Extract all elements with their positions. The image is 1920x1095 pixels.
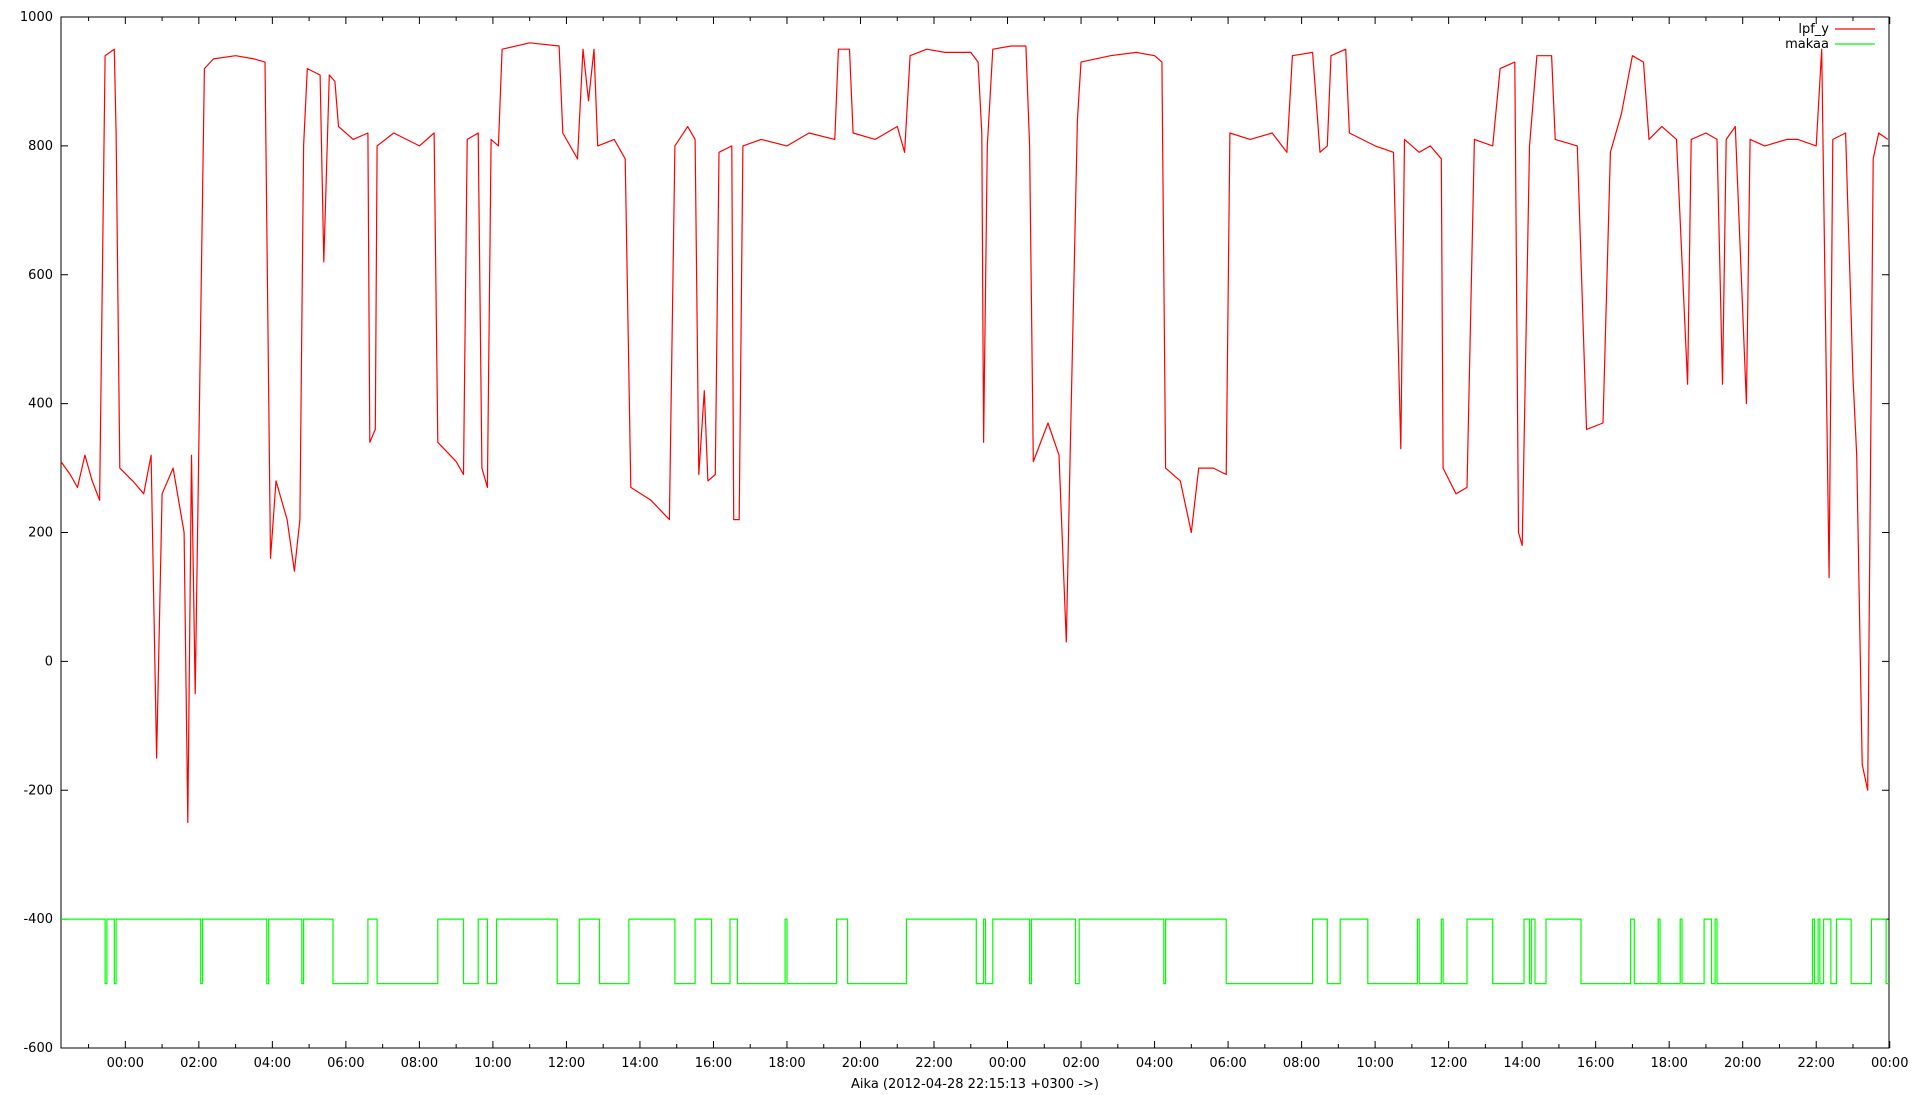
- x-tick-label: 18:00: [768, 1056, 805, 1071]
- x-tick-label: 20:00: [842, 1056, 879, 1071]
- y-tick-label: 400: [28, 397, 53, 412]
- x-tick-label: 02:00: [1062, 1056, 1099, 1071]
- x-tick-label: 02:00: [180, 1056, 217, 1071]
- legend-label: lpf_y: [1798, 22, 1829, 37]
- y-tick-label: 0: [45, 654, 53, 669]
- y-tick-label: 200: [28, 526, 53, 541]
- x-tick-label: 16:00: [695, 1056, 732, 1071]
- x-tick-label: 00:00: [107, 1056, 144, 1071]
- series-line-lpf-y: [60, 42, 1889, 824]
- x-tick-label: 10:00: [1356, 1056, 1393, 1071]
- x-tick-label: 10:00: [474, 1056, 511, 1071]
- x-tick-label: 18:00: [1650, 1056, 1687, 1071]
- legend-label: makaa: [1785, 37, 1829, 52]
- x-tick-label: 22:00: [1797, 1056, 1834, 1071]
- x-tick-label: 12:00: [1430, 1056, 1467, 1071]
- x-tick-label: 06:00: [327, 1056, 364, 1071]
- y-tick-label: -200: [23, 783, 53, 798]
- x-axis-title: Aika (2012-04-28 22:15:13 +0300 ->): [851, 1077, 1099, 1092]
- x-tick-label: 04:00: [1136, 1056, 1173, 1071]
- series-line-makaa: [61, 918, 1889, 985]
- y-tick-label: -400: [23, 912, 53, 927]
- x-tick-label: 20:00: [1724, 1056, 1761, 1071]
- series-layer: [60, 42, 1889, 985]
- x-tick-label: 08:00: [401, 1056, 438, 1071]
- y-axis: 1000 800 600 400 200 0 -200 -400 -600: [20, 10, 1889, 1056]
- x-tick-label: 16:00: [1577, 1056, 1614, 1071]
- x-tick-label: 14:00: [1503, 1056, 1540, 1071]
- x-tick-label: 22:00: [915, 1056, 952, 1071]
- x-axis: 00:00 02:00 04:00 06:00 08:00 10:00 12:00 14:00…: [88, 17, 1908, 1071]
- y-tick-label: 1000: [20, 10, 53, 25]
- x-tick-label: 00:00: [989, 1056, 1026, 1071]
- x-tick-label: 08:00: [1283, 1056, 1320, 1071]
- x-tick-label: 12:00: [548, 1056, 585, 1071]
- y-tick-label: 800: [28, 139, 53, 154]
- y-tick-label: -600: [23, 1041, 53, 1056]
- x-tick-label: 06:00: [1209, 1056, 1246, 1071]
- x-tick-label: 04:00: [254, 1056, 291, 1071]
- y-tick-label: 600: [28, 268, 53, 283]
- plot-frame: [60, 16, 1890, 1049]
- x-tick-label: 00:00: [1871, 1056, 1908, 1071]
- x-tick-label: 14:00: [621, 1056, 658, 1071]
